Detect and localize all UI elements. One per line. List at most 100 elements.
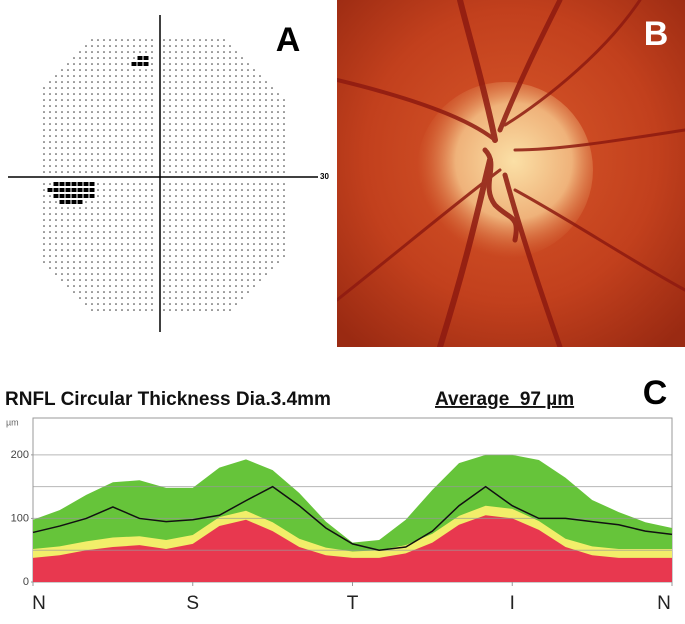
field-point — [163, 285, 165, 287]
field-point — [265, 225, 267, 227]
field-point — [121, 57, 123, 59]
field-point — [145, 243, 147, 245]
field-point — [259, 267, 261, 269]
field-point — [187, 159, 189, 161]
field-point — [97, 171, 99, 173]
field-point — [223, 249, 225, 251]
field-point — [73, 93, 75, 95]
field-point — [217, 243, 219, 245]
field-point — [55, 165, 57, 167]
field-point — [109, 165, 111, 167]
field-point — [49, 81, 51, 83]
field-point — [115, 135, 117, 137]
field-point — [139, 183, 141, 185]
field-point — [235, 51, 237, 53]
field-point — [109, 57, 111, 59]
field-point — [61, 279, 63, 281]
field-point — [145, 285, 147, 287]
field-point — [169, 159, 171, 161]
field-point — [133, 69, 135, 71]
field-point — [187, 213, 189, 215]
field-defect — [89, 182, 95, 186]
field-point — [259, 261, 261, 263]
field-point — [265, 261, 267, 263]
field-point — [229, 285, 231, 287]
field-point — [43, 183, 45, 185]
field-point — [55, 147, 57, 149]
field-point — [55, 261, 57, 263]
field-point — [283, 201, 285, 203]
field-point — [181, 255, 183, 257]
field-point — [205, 297, 207, 299]
field-point — [43, 105, 45, 107]
field-point — [109, 219, 111, 221]
field-point — [181, 267, 183, 269]
field-point — [109, 105, 111, 107]
field-point — [133, 87, 135, 89]
field-point — [247, 243, 249, 245]
field-point — [163, 147, 165, 149]
field-point — [115, 297, 117, 299]
field-point — [223, 117, 225, 119]
field-point — [205, 147, 207, 149]
field-point — [193, 255, 195, 257]
field-point — [193, 309, 195, 311]
field-point — [145, 69, 147, 71]
field-point — [247, 291, 249, 293]
field-point — [229, 57, 231, 59]
field-point — [67, 165, 69, 167]
field-point — [91, 87, 93, 89]
field-point — [247, 147, 249, 149]
field-point — [187, 39, 189, 41]
field-point — [175, 261, 177, 263]
field-point — [97, 63, 99, 65]
field-point — [277, 231, 279, 233]
field-point — [241, 141, 243, 143]
field-point — [97, 279, 99, 281]
field-point — [193, 225, 195, 227]
field-point — [223, 111, 225, 113]
field-point — [205, 159, 207, 161]
field-point — [133, 231, 135, 233]
field-point — [253, 111, 255, 113]
field-point — [145, 171, 147, 173]
field-point — [253, 219, 255, 221]
field-point — [145, 111, 147, 113]
field-point — [103, 309, 105, 311]
field-point — [127, 171, 129, 173]
field-point — [211, 93, 213, 95]
field-point — [79, 249, 81, 251]
field-point — [205, 105, 207, 107]
field-point — [229, 165, 231, 167]
field-point — [73, 147, 75, 149]
field-point — [163, 93, 165, 95]
field-point — [97, 189, 99, 191]
field-point — [205, 183, 207, 185]
field-point — [85, 45, 87, 47]
field-point — [127, 273, 129, 275]
field-point — [253, 201, 255, 203]
field-point — [235, 135, 237, 137]
field-point — [97, 87, 99, 89]
field-point — [61, 237, 63, 239]
field-point — [223, 291, 225, 293]
field-point — [235, 93, 237, 95]
field-point — [205, 129, 207, 131]
field-point — [223, 303, 225, 305]
field-point — [67, 225, 69, 227]
field-point — [277, 219, 279, 221]
field-point — [73, 111, 75, 113]
field-point — [175, 279, 177, 281]
field-point — [235, 267, 237, 269]
field-point — [199, 81, 201, 83]
field-point — [277, 135, 279, 137]
field-point — [199, 267, 201, 269]
field-point — [199, 123, 201, 125]
field-point — [163, 81, 165, 83]
field-point — [193, 87, 195, 89]
field-point — [121, 153, 123, 155]
field-point — [229, 99, 231, 101]
field-point — [205, 57, 207, 59]
x-tick-label: S — [186, 593, 199, 614]
field-point — [139, 129, 141, 131]
